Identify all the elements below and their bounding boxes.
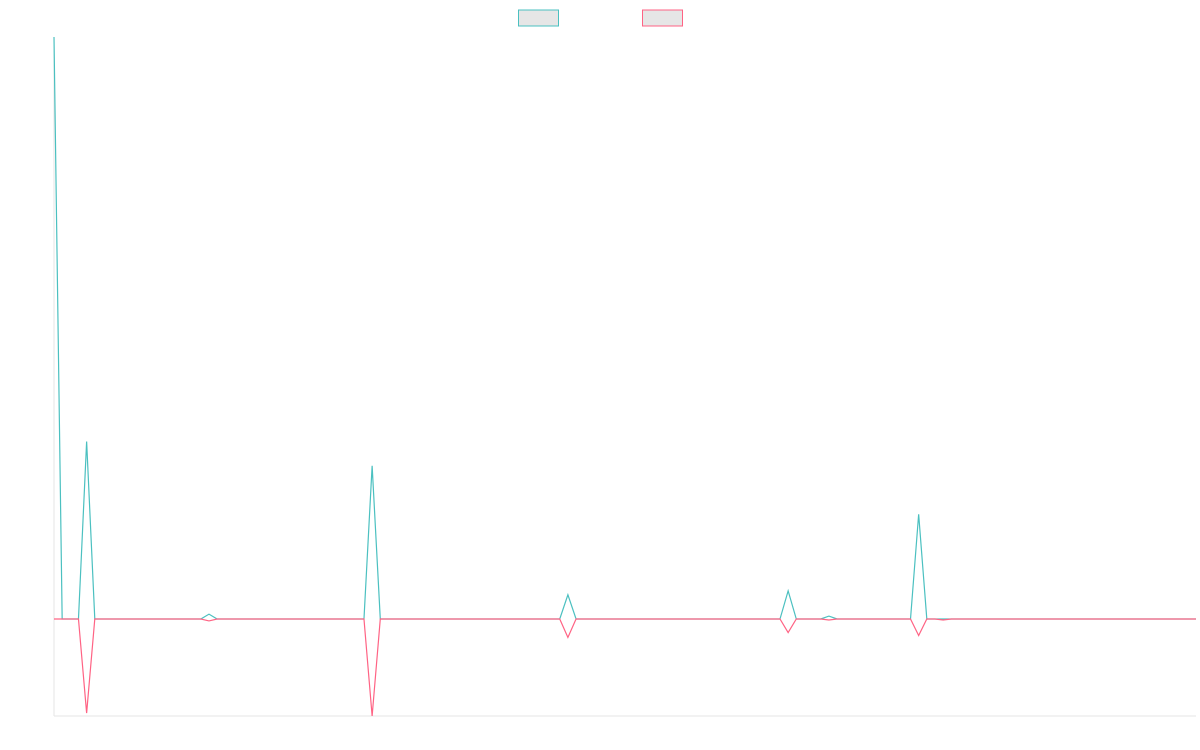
axes	[53, 37, 1196, 717]
series-line-1	[53, 36, 1196, 620]
legend-swatch-1	[518, 9, 559, 27]
series-layer	[53, 36, 1196, 717]
legend-item-2[interactable]	[642, 9, 683, 27]
legend-item-1[interactable]	[518, 9, 559, 27]
series-line-2	[54, 618, 1196, 717]
legend	[518, 9, 683, 27]
legend-swatch-2	[642, 9, 683, 27]
